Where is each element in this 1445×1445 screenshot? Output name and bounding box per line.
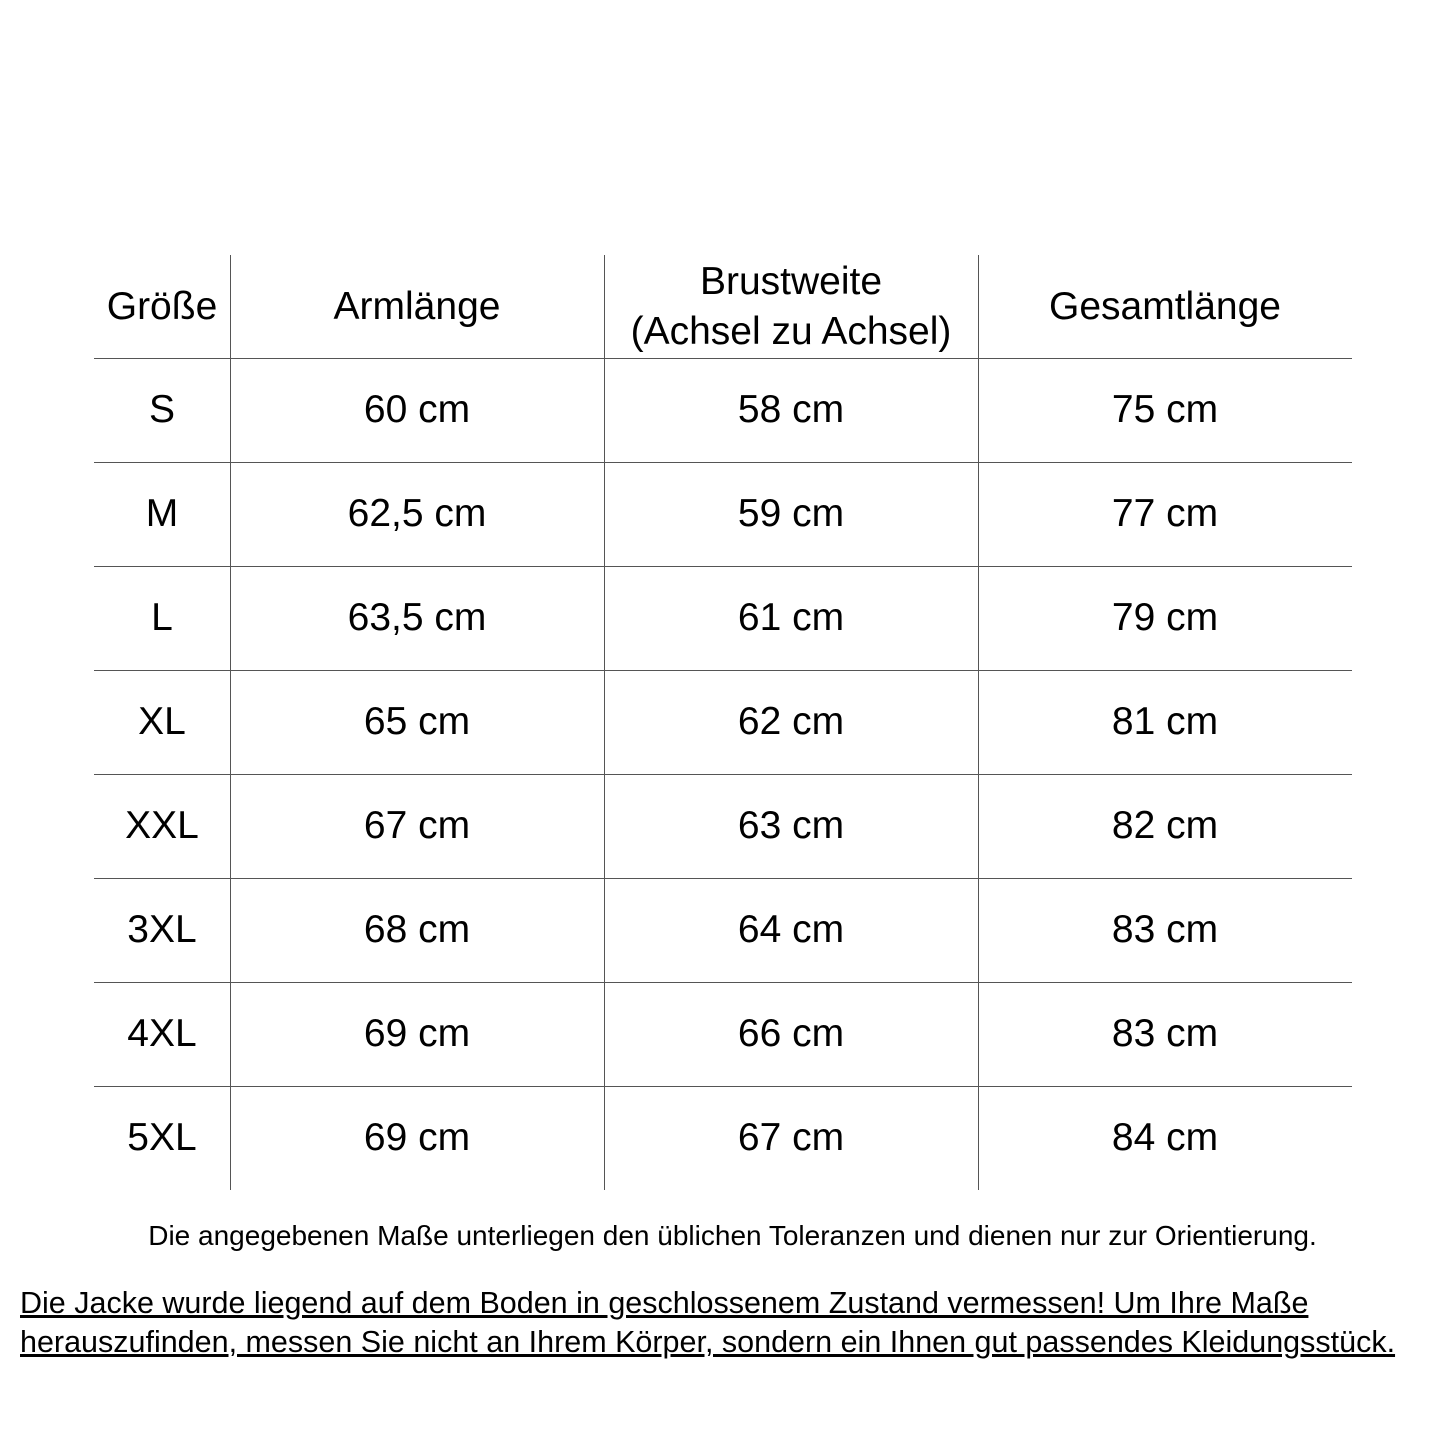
- size-cell: 4XL: [127, 1012, 197, 1055]
- value-cell: 65 cm: [363, 700, 471, 743]
- value-cell: 83 cm: [1111, 908, 1219, 951]
- value-cell: 81 cm: [1111, 700, 1219, 743]
- size-cell: M: [145, 492, 179, 535]
- header-cell: Brustweite (Achsel zu Achsel): [630, 259, 952, 353]
- value-cell: 62 cm: [737, 700, 845, 743]
- value-cell: 69 cm: [363, 1116, 471, 1159]
- column-divider: [604, 255, 605, 1190]
- value-cell: 58 cm: [737, 388, 845, 431]
- value-cell: 63,5 cm: [347, 596, 487, 639]
- row-divider: [94, 566, 1352, 567]
- value-cell: 62,5 cm: [347, 492, 487, 535]
- header-cell: Größe: [106, 284, 218, 328]
- header-cell: Armlänge: [333, 284, 501, 328]
- row-divider: [94, 878, 1352, 879]
- value-cell: 66 cm: [737, 1012, 845, 1055]
- value-cell: 60 cm: [363, 388, 471, 431]
- column-divider: [230, 255, 231, 1190]
- size-cell: L: [151, 596, 173, 639]
- row-divider: [94, 358, 1352, 359]
- size-cell: 3XL: [127, 908, 197, 951]
- value-cell: 69 cm: [363, 1012, 471, 1055]
- value-cell: 67 cm: [363, 804, 471, 847]
- header-cell: Gesamtlänge: [1049, 284, 1281, 328]
- value-cell: 68 cm: [363, 908, 471, 951]
- size-cell: S: [148, 388, 175, 431]
- value-cell: 77 cm: [1111, 492, 1219, 535]
- footnote: Die angegebenen Maße unterliegen den übl…: [148, 1220, 1317, 1251]
- value-cell: 59 cm: [737, 492, 845, 535]
- measurement-note: Die Jacke wurde liegend auf dem Boden in…: [20, 1286, 1396, 1359]
- value-cell: 84 cm: [1111, 1116, 1219, 1159]
- row-divider: [94, 462, 1352, 463]
- size-cell: 5XL: [127, 1116, 197, 1159]
- value-cell: 67 cm: [737, 1116, 845, 1159]
- column-divider: [978, 255, 979, 1190]
- value-cell: 83 cm: [1111, 1012, 1219, 1055]
- row-divider: [94, 982, 1352, 983]
- row-divider: [94, 670, 1352, 671]
- value-cell: 75 cm: [1111, 388, 1219, 431]
- row-divider: [94, 774, 1352, 775]
- value-cell: 79 cm: [1111, 596, 1219, 639]
- value-cell: 64 cm: [737, 908, 845, 951]
- row-divider: [94, 1086, 1352, 1087]
- value-cell: 61 cm: [737, 596, 845, 639]
- value-cell: 63 cm: [737, 804, 845, 847]
- size-cell: XL: [138, 700, 186, 743]
- size-cell: XXL: [125, 804, 199, 847]
- value-cell: 82 cm: [1111, 804, 1219, 847]
